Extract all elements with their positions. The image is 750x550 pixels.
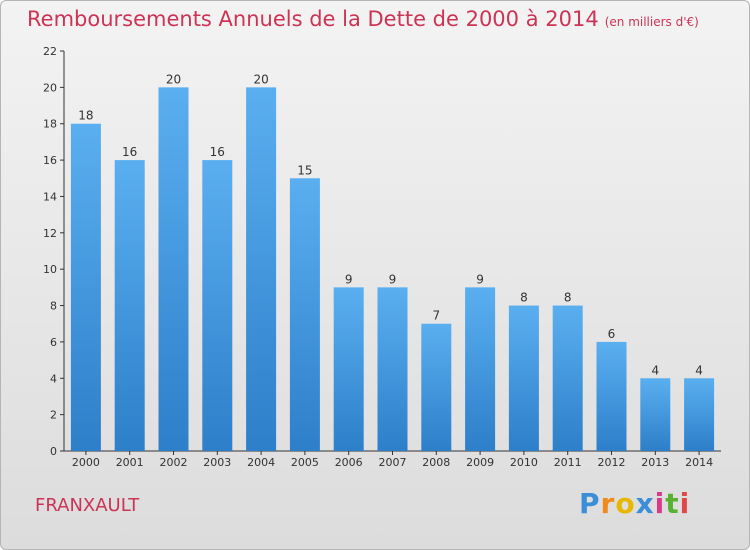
- chart-title: Remboursements Annuels de la Dette de 20…: [27, 7, 699, 31]
- y-tick-label: 12: [43, 227, 57, 240]
- bar: [289, 178, 320, 452]
- bar: [684, 378, 715, 451]
- logo-letter: r: [600, 487, 616, 520]
- bar: [465, 287, 496, 451]
- bar-value-label: 4: [651, 363, 659, 377]
- x-tick-label: 2006: [335, 456, 363, 469]
- y-tick-label: 20: [43, 81, 57, 94]
- logo-letter: t: [665, 487, 680, 520]
- bar-value-label: 16: [122, 145, 137, 159]
- x-tick-label: 2001: [116, 456, 144, 469]
- logo-letter: o: [615, 487, 636, 520]
- x-tick-label: 2002: [160, 456, 188, 469]
- bar-value-label: 8: [520, 291, 528, 305]
- bar: [377, 287, 408, 451]
- bar: [158, 87, 189, 451]
- x-tick-label: 2000: [72, 456, 100, 469]
- bar: [552, 305, 583, 451]
- y-tick-label: 6: [50, 336, 57, 349]
- x-tick-label: 2009: [466, 456, 494, 469]
- x-tick-label: 2012: [598, 456, 626, 469]
- bar-value-label: 7: [432, 309, 440, 323]
- x-tick-label: 2014: [685, 456, 713, 469]
- bar: [114, 160, 145, 451]
- x-tick-label: 2008: [422, 456, 450, 469]
- bar: [421, 323, 452, 451]
- bar-value-label: 15: [297, 163, 312, 177]
- y-tick-label: 10: [43, 263, 57, 276]
- y-tick-label: 22: [43, 45, 57, 58]
- logo-letter: i: [679, 487, 691, 520]
- y-tick-label: 16: [43, 154, 57, 167]
- bar-value-label: 9: [476, 272, 484, 286]
- x-tick-label: 2005: [291, 456, 319, 469]
- x-tick-label: 2013: [641, 456, 669, 469]
- x-tick-label: 2011: [554, 456, 582, 469]
- bar-value-label: 9: [345, 272, 353, 286]
- y-tick-label: 0: [50, 445, 57, 458]
- x-tick-label: 2007: [379, 456, 407, 469]
- logo-letter: x: [635, 487, 655, 520]
- bar: [640, 378, 671, 451]
- bar-value-label: 8: [564, 291, 572, 305]
- bar-value-label: 4: [695, 363, 703, 377]
- bar: [508, 305, 539, 451]
- y-tick-label: 2: [50, 409, 57, 422]
- proxiti-logo: Proxiti: [579, 487, 690, 520]
- logo-letter: i: [654, 487, 666, 520]
- bar: [70, 123, 101, 452]
- bar-value-label: 16: [210, 145, 225, 159]
- bar: [333, 287, 364, 451]
- bar: [202, 160, 233, 451]
- logo-letter: P: [579, 487, 601, 520]
- bar-value-label: 18: [78, 109, 93, 123]
- y-tick-label: 18: [43, 118, 57, 131]
- bar: [596, 341, 627, 451]
- chart-subtitle: (en milliers d'€): [604, 15, 699, 29]
- bar: [246, 87, 277, 451]
- commune-name: FRANXAULT: [35, 495, 140, 516]
- x-tick-label: 2003: [203, 456, 231, 469]
- y-tick-label: 8: [50, 300, 57, 313]
- bar-value-label: 20: [166, 72, 181, 86]
- bar-value-label: 9: [389, 272, 397, 286]
- x-tick-label: 2004: [247, 456, 275, 469]
- y-tick-label: 4: [50, 372, 57, 385]
- x-tick-label: 2010: [510, 456, 538, 469]
- bar-value-label: 6: [608, 327, 616, 341]
- bar-value-label: 20: [253, 72, 268, 86]
- y-tick-label: 14: [43, 190, 57, 203]
- title-text: Remboursements Annuels de la Dette de 20…: [27, 7, 599, 31]
